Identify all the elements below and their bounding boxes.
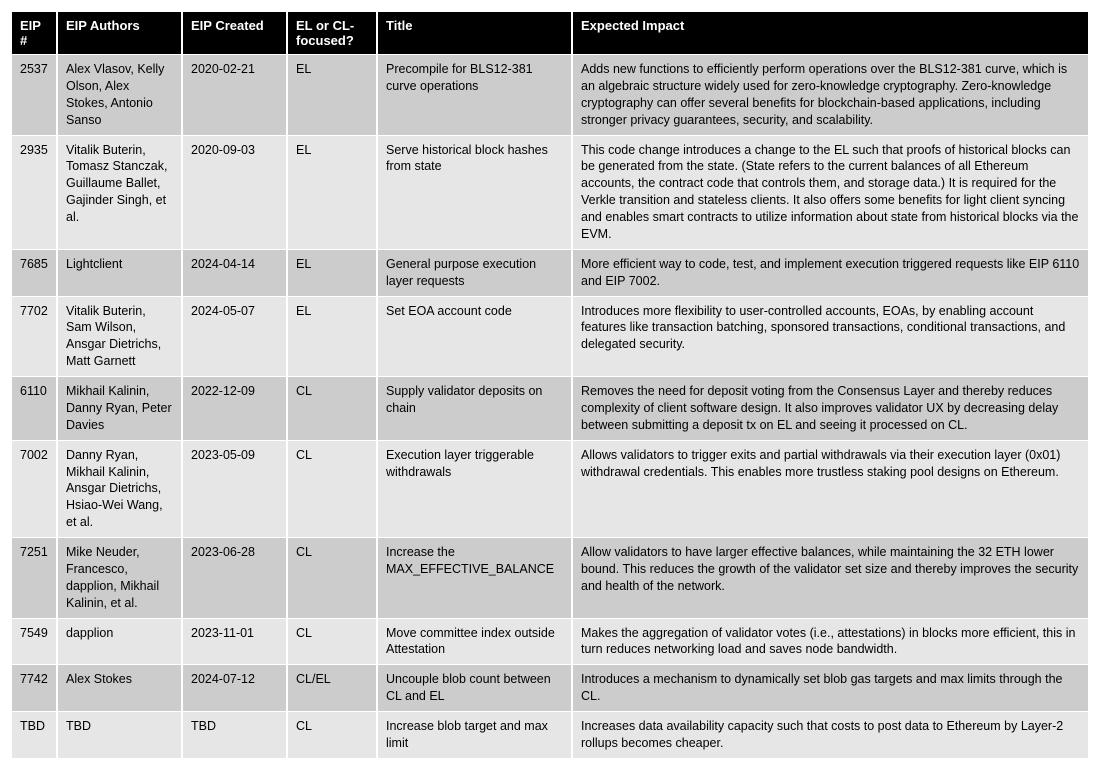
cell-eip: 7742 bbox=[12, 665, 57, 712]
cell-layer: EL bbox=[287, 135, 377, 249]
table-row: 7251Mike Neuder, Francesco, dapplion, Mi… bbox=[12, 538, 1088, 619]
table-header: EIP # EIP Authors EIP Created EL or CL-f… bbox=[12, 12, 1088, 55]
cell-layer: EL bbox=[287, 296, 377, 377]
cell-layer: CL bbox=[287, 440, 377, 537]
cell-created: 2023-11-01 bbox=[182, 618, 287, 665]
cell-layer: EL bbox=[287, 55, 377, 136]
col-header-title: Title bbox=[377, 12, 572, 55]
table-row: 6110Mikhail Kalinin, Danny Ryan, Peter D… bbox=[12, 377, 1088, 441]
cell-title: Set EOA account code bbox=[377, 296, 572, 377]
cell-layer: CL bbox=[287, 377, 377, 441]
cell-created: 2023-06-28 bbox=[182, 538, 287, 619]
cell-impact: Introduces a mechanism to dynamically se… bbox=[572, 665, 1088, 712]
cell-created: 2023-05-09 bbox=[182, 440, 287, 537]
col-header-authors: EIP Authors bbox=[57, 12, 182, 55]
cell-layer: CL bbox=[287, 712, 377, 758]
cell-created: 2024-05-07 bbox=[182, 296, 287, 377]
col-header-created: EIP Created bbox=[182, 12, 287, 55]
cell-eip: 6110 bbox=[12, 377, 57, 441]
cell-authors: Vitalik Buterin, Sam Wilson, Ansgar Diet… bbox=[57, 296, 182, 377]
col-header-layer: EL or CL-focused? bbox=[287, 12, 377, 55]
table-row: 2537Alex Vlasov, Kelly Olson, Alex Stoke… bbox=[12, 55, 1088, 136]
cell-layer: CL bbox=[287, 618, 377, 665]
cell-authors: Alex Stokes bbox=[57, 665, 182, 712]
table-body: 2537Alex Vlasov, Kelly Olson, Alex Stoke… bbox=[12, 55, 1088, 758]
cell-layer: CL bbox=[287, 538, 377, 619]
cell-authors: dapplion bbox=[57, 618, 182, 665]
cell-authors: Mikhail Kalinin, Danny Ryan, Peter Davie… bbox=[57, 377, 182, 441]
cell-authors: Vitalik Buterin, Tomasz Stanczak, Guilla… bbox=[57, 135, 182, 249]
cell-title: Execution layer triggerable withdrawals bbox=[377, 440, 572, 537]
cell-title: Increase the MAX_EFFECTIVE_BALANCE bbox=[377, 538, 572, 619]
cell-eip: 7702 bbox=[12, 296, 57, 377]
cell-eip: TBD bbox=[12, 712, 57, 758]
cell-title: Serve historical block hashes from state bbox=[377, 135, 572, 249]
table-row: 7685Lightclient2024-04-14ELGeneral purpo… bbox=[12, 249, 1088, 296]
col-header-impact: Expected Impact bbox=[572, 12, 1088, 55]
table-row: 7002Danny Ryan, Mikhail Kalinin, Ansgar … bbox=[12, 440, 1088, 537]
table-row: 7742Alex Stokes2024-07-12CL/ELUncouple b… bbox=[12, 665, 1088, 712]
cell-impact: Allow validators to have larger effectiv… bbox=[572, 538, 1088, 619]
cell-title: Uncouple blob count between CL and EL bbox=[377, 665, 572, 712]
cell-title: Precompile for BLS12-381 curve operation… bbox=[377, 55, 572, 136]
cell-eip: 2935 bbox=[12, 135, 57, 249]
table-row: 7702Vitalik Buterin, Sam Wilson, Ansgar … bbox=[12, 296, 1088, 377]
cell-impact: Makes the aggregation of validator votes… bbox=[572, 618, 1088, 665]
table-row: TBDTBDTBDCLIncrease blob target and max … bbox=[12, 712, 1088, 758]
cell-authors: Mike Neuder, Francesco, dapplion, Mikhai… bbox=[57, 538, 182, 619]
cell-authors: TBD bbox=[57, 712, 182, 758]
cell-impact: Increases data availability capacity suc… bbox=[572, 712, 1088, 758]
table-row: 2935Vitalik Buterin, Tomasz Stanczak, Gu… bbox=[12, 135, 1088, 249]
cell-eip: 7685 bbox=[12, 249, 57, 296]
cell-eip: 2537 bbox=[12, 55, 57, 136]
cell-title: Supply validator deposits on chain bbox=[377, 377, 572, 441]
cell-created: 2024-04-14 bbox=[182, 249, 287, 296]
cell-impact: Allows validators to trigger exits and p… bbox=[572, 440, 1088, 537]
eip-table: EIP # EIP Authors EIP Created EL or CL-f… bbox=[12, 12, 1088, 758]
cell-created: TBD bbox=[182, 712, 287, 758]
cell-title: General purpose execution layer requests bbox=[377, 249, 572, 296]
cell-layer: EL bbox=[287, 249, 377, 296]
cell-impact: Removes the need for deposit voting from… bbox=[572, 377, 1088, 441]
cell-impact: Adds new functions to efficiently perfor… bbox=[572, 55, 1088, 136]
cell-created: 2020-02-21 bbox=[182, 55, 287, 136]
cell-eip: 7002 bbox=[12, 440, 57, 537]
col-header-eip: EIP # bbox=[12, 12, 57, 55]
cell-authors: Lightclient bbox=[57, 249, 182, 296]
cell-authors: Alex Vlasov, Kelly Olson, Alex Stokes, A… bbox=[57, 55, 182, 136]
cell-eip: 7251 bbox=[12, 538, 57, 619]
cell-eip: 7549 bbox=[12, 618, 57, 665]
cell-impact: More efficient way to code, test, and im… bbox=[572, 249, 1088, 296]
cell-created: 2024-07-12 bbox=[182, 665, 287, 712]
cell-title: Move committee index outside Attestation bbox=[377, 618, 572, 665]
table-row: 7549dapplion2023-11-01CLMove committee i… bbox=[12, 618, 1088, 665]
cell-title: Increase blob target and max limit bbox=[377, 712, 572, 758]
cell-impact: Introduces more flexibility to user-cont… bbox=[572, 296, 1088, 377]
cell-authors: Danny Ryan, Mikhail Kalinin, Ansgar Diet… bbox=[57, 440, 182, 537]
cell-created: 2022-12-09 bbox=[182, 377, 287, 441]
cell-layer: CL/EL bbox=[287, 665, 377, 712]
cell-impact: This code change introduces a change to … bbox=[572, 135, 1088, 249]
cell-created: 2020-09-03 bbox=[182, 135, 287, 249]
